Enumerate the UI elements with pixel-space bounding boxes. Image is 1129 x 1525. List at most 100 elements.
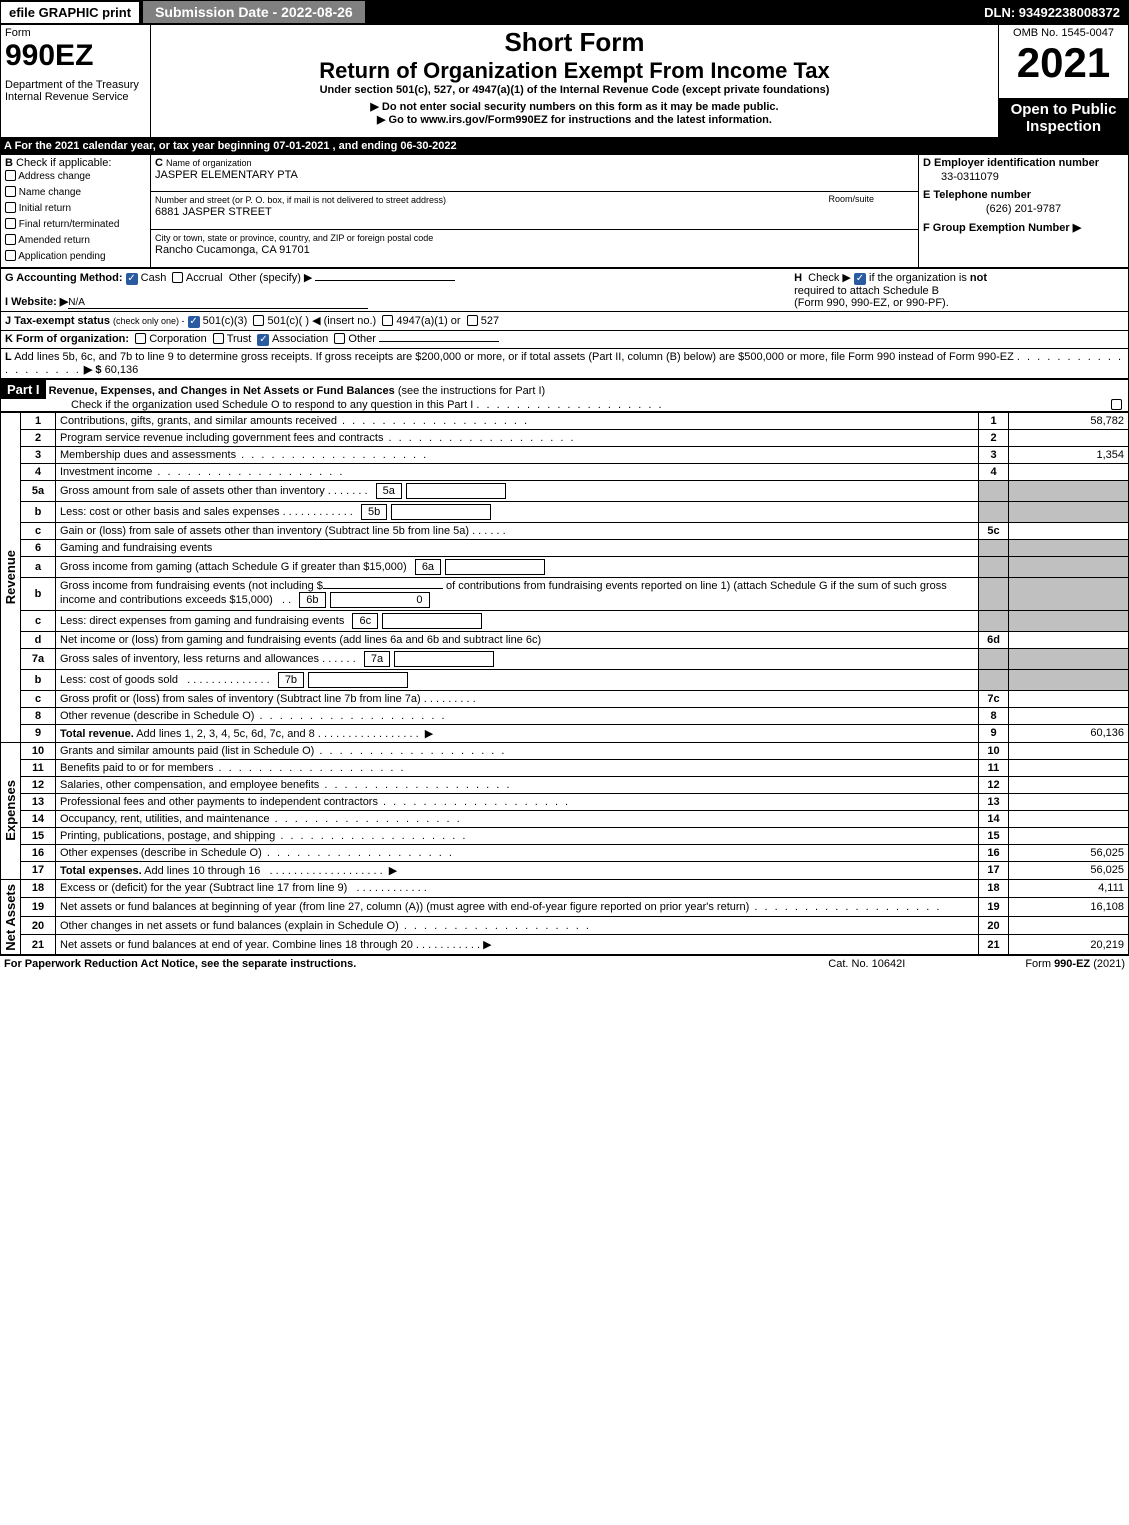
box-i-label: I Website: ▶ [5,296,68,308]
line-1-text: Contributions, gifts, grants, and simila… [56,412,979,429]
box-g: G Accounting Method: ✓ Cash Accrual Othe… [1,268,791,311]
table-row: 3 Membership dues and assessments 3 1,35… [1,446,1129,463]
footer-left: For Paperwork Reduction Act Notice, see … [4,958,356,970]
other-org-input[interactable] [379,341,499,342]
checkbox-501c3-checked[interactable]: ✓ [188,316,200,328]
part1-header: Part I Revenue, Expenses, and Changes in… [0,379,1129,412]
box-d-label: D Employer identification number [923,157,1099,169]
top-bar: efile GRAPHIC print Submission Date - 20… [0,0,1129,24]
box-c-name: C Name of organization JASPER ELEMENTARY… [151,154,919,192]
line-3-amount: 1,354 [1009,446,1129,463]
checkbox-corp[interactable] [135,333,146,344]
no-ssn-warning: ▶ Do not enter social security numbers o… [155,100,994,113]
omb-number: OMB No. 1545-0047 [1003,27,1124,39]
box-b-label: B [5,157,13,169]
line-21-amount: 20,219 [1009,935,1129,955]
short-form-title: Short Form [155,27,994,58]
section-a: A For the 2021 calendar year, or tax yea… [0,138,1129,154]
box-k: K Form of organization: Corporation Trus… [1,330,1129,348]
table-row: b Gross income from fundraising events (… [1,577,1129,610]
checkbox-other-org[interactable] [334,333,345,344]
lines-table: Revenue 1 Contributions, gifts, grants, … [0,412,1129,956]
table-row: 13Professional fees and other payments t… [1,793,1129,810]
dept-treasury: Department of the Treasury [5,79,146,91]
checkbox-initial-return[interactable] [5,202,16,213]
other-specify-input[interactable] [315,280,455,281]
website-value: N/A [68,297,368,309]
submission-date: Submission Date - 2022-08-26 [143,1,365,23]
checkbox-amended[interactable] [5,234,16,245]
table-row: c Gain or (loss) from sale of assets oth… [1,522,1129,539]
checkbox-trust[interactable] [213,333,224,344]
checkbox-501c[interactable] [253,315,264,326]
checkbox-app-pending[interactable] [5,250,16,261]
box-def: D Employer identification number 33-0311… [919,154,1129,267]
omb-cell: OMB No. 1545-0047 2021 [999,25,1129,99]
checkbox-assoc-checked[interactable]: ✓ [257,334,269,346]
checkbox-final-return[interactable] [5,218,16,229]
table-row: 9 Total revenue. Add lines 1, 2, 3, 4, 5… [1,724,1129,742]
check-if-label: Check if applicable: [16,157,111,169]
table-row: 19Net assets or fund balances at beginni… [1,898,1129,917]
table-row: 2 Program service revenue including gove… [1,429,1129,446]
box-l: L Add lines 5b, 6c, and 7b to line 9 to … [1,348,1129,378]
box-f-label: F Group Exemption Number [923,222,1070,234]
form-id-cell: Form 990EZ Department of the Treasury In… [1,25,151,138]
return-of-title: Return of Organization Exempt From Incom… [155,58,994,84]
table-row: 8 Other revenue (describe in Schedule O)… [1,707,1129,724]
footer: For Paperwork Reduction Act Notice, see … [0,955,1129,972]
line-18-amount: 4,111 [1009,879,1129,898]
form-number: 990EZ [5,39,146,73]
city-value: Rancho Cucamonga, CA 91701 [155,244,310,256]
ein-value: 33-0311079 [923,169,1124,189]
box-b-options: Address change Name change Initial retur… [5,169,146,265]
line-1-amount: 58,782 [1009,412,1129,429]
efile-label[interactable]: efile GRAPHIC print [1,2,139,23]
table-row: d Net income or (loss) from gaming and f… [1,631,1129,648]
netassets-side-label: Net Assets [1,880,20,955]
street-value: 6881 JASPER STREET [155,206,272,218]
expenses-side-label: Expenses [1,776,20,845]
box-h: H Check ▶ ✓ if the organization is not r… [790,268,1128,311]
irs-label: Internal Revenue Service [5,91,146,103]
table-row: 20Other changes in net assets or fund ba… [1,916,1129,935]
phone-value: (626) 201-9787 [923,201,1124,221]
checkbox-h-checked[interactable]: ✓ [854,273,866,285]
checkbox-schedule-o[interactable] [1111,399,1122,410]
footer-cat: Cat. No. 10642I [828,958,905,970]
box-c-street: Number and street (or P. O. box, if mail… [151,192,919,230]
table-row: 12Salaries, other compensation, and empl… [1,776,1129,793]
line-16-amount: 56,025 [1009,844,1129,861]
line-17-amount: 56,025 [1009,861,1129,879]
table-row: 14Occupancy, rent, utilities, and mainte… [1,810,1129,827]
checkbox-address-change[interactable] [5,170,16,181]
tax-year: 2021 [1003,39,1124,87]
checkbox-4947[interactable] [382,315,393,326]
table-row: 5a Gross amount from sale of assets othe… [1,480,1129,501]
instructions-cell: ▶ Do not enter social security numbers o… [151,98,999,137]
part1-title: Part I [1,380,46,399]
title-cell: Short Form Return of Organization Exempt… [151,25,999,99]
goto-link[interactable]: ▶ Go to www.irs.gov/Form990EZ for instru… [155,113,994,126]
table-row: 6 Gaming and fundraising events [1,539,1129,556]
table-row: 4 Investment income 4 [1,463,1129,480]
table-row: Expenses 10 Grants and similar amounts p… [1,742,1129,759]
table-row: 11Benefits paid to or for members11 [1,759,1129,776]
checkbox-cash-checked[interactable]: ✓ [126,273,138,285]
entity-table: B Check if applicable: Address change Na… [0,154,1129,268]
table-row: c Less: direct expenses from gaming and … [1,610,1129,631]
ghij-table: G Accounting Method: ✓ Cash Accrual Othe… [0,268,1129,379]
checkbox-accrual[interactable] [172,272,183,283]
checkbox-527[interactable] [467,315,478,326]
table-row: 16Other expenses (describe in Schedule O… [1,844,1129,861]
arrow-icon: ▶ [1073,222,1081,234]
table-row: b Less: cost of goods sold . . . . . . .… [1,669,1129,690]
line-19-amount: 16,108 [1009,898,1129,917]
table-row: Revenue 1 Contributions, gifts, grants, … [1,412,1129,429]
box-c-city: City or town, state or province, country… [151,229,919,267]
gross-receipts-value: 60,136 [105,364,139,376]
table-row: Net Assets 18 Excess or (deficit) for th… [1,879,1129,898]
box-c-label: C [155,157,163,169]
checkbox-name-change[interactable] [5,186,16,197]
table-row: 7a Gross sales of inventory, less return… [1,648,1129,669]
